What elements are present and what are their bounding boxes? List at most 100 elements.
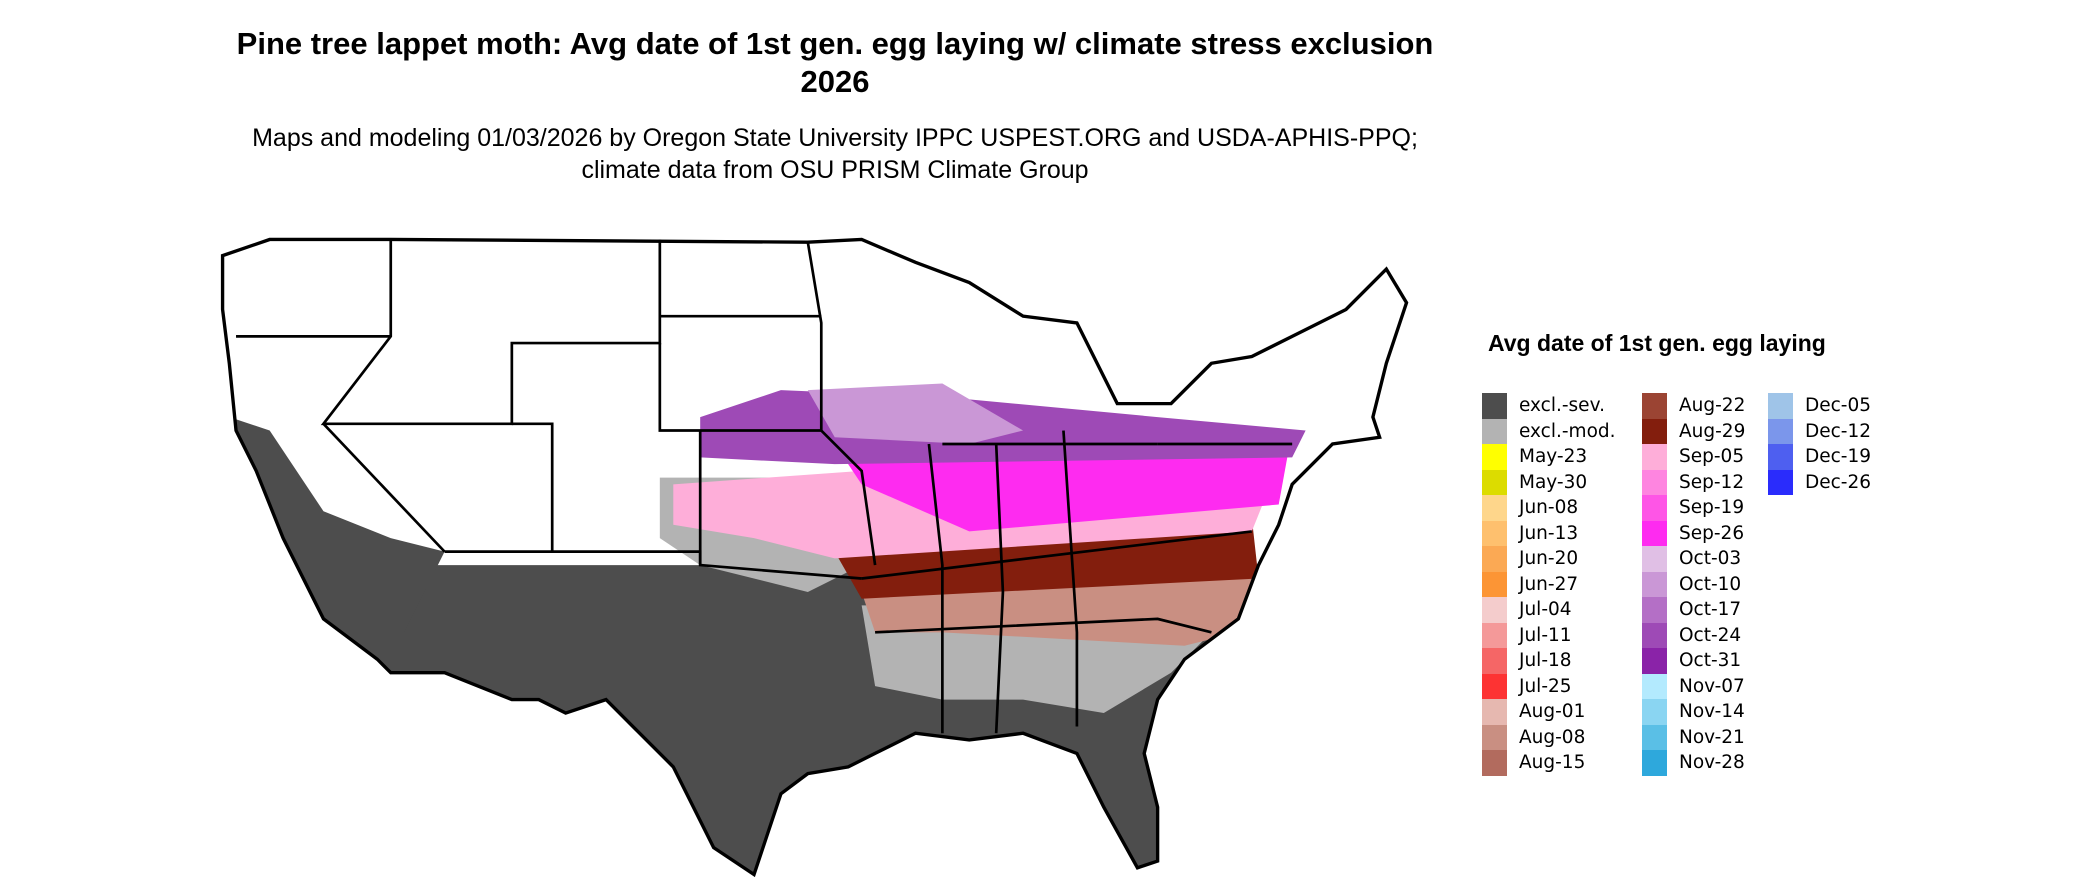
legend-item: Jun-08 bbox=[1482, 495, 1616, 521]
legend-item: Aug-15 bbox=[1482, 750, 1616, 776]
legend-item: excl.-sev. bbox=[1482, 393, 1616, 419]
legend-swatch bbox=[1482, 673, 1507, 699]
legend-swatch bbox=[1642, 622, 1667, 648]
legend-label: Sep-26 bbox=[1679, 522, 1745, 544]
legend-item: Dec-26 bbox=[1768, 469, 1872, 495]
legend-label: Aug-29 bbox=[1679, 420, 1746, 442]
legend-label: Sep-12 bbox=[1679, 471, 1745, 493]
legend-column: excl.-sev. excl.-mod. May-23 May-30 Jun-08 Ju… bbox=[1482, 393, 1616, 776]
legend-swatch bbox=[1482, 724, 1507, 750]
legend-label: Aug-01 bbox=[1519, 701, 1586, 723]
legend-swatch bbox=[1482, 750, 1507, 776]
legend-item: Nov-14 bbox=[1642, 699, 1745, 725]
legend-swatch bbox=[1642, 520, 1667, 546]
legend-item: May-23 bbox=[1482, 444, 1616, 470]
legend-label: Oct-03 bbox=[1679, 548, 1742, 570]
legend-swatch bbox=[1482, 546, 1507, 572]
legend-label: Aug-22 bbox=[1679, 395, 1746, 417]
legend-item: Jun-13 bbox=[1482, 520, 1616, 546]
legend-label: Dec-19 bbox=[1805, 446, 1872, 468]
legend-item: excl.-mod. bbox=[1482, 418, 1616, 444]
legend-item: Sep-12 bbox=[1642, 469, 1745, 495]
legend-label: Jul-25 bbox=[1519, 675, 1572, 697]
legend-item: Dec-12 bbox=[1768, 418, 1872, 444]
region-aug-29 bbox=[834, 517, 1259, 599]
legend-label: Sep-05 bbox=[1679, 446, 1745, 468]
legend-item: Dec-05 bbox=[1768, 393, 1871, 419]
legend-item: Jun-20 bbox=[1482, 546, 1616, 572]
legend-item: Oct-31 bbox=[1642, 648, 1745, 674]
legend-swatch bbox=[1642, 648, 1667, 674]
legend-swatch bbox=[1642, 750, 1667, 776]
legend-label: Aug-15 bbox=[1519, 752, 1586, 774]
legend-swatch bbox=[1642, 597, 1667, 623]
legend-label: Aug-08 bbox=[1519, 726, 1586, 748]
legend-label: May-23 bbox=[1519, 446, 1588, 468]
legend-item: Nov-28 bbox=[1642, 750, 1745, 776]
legend-item: Oct-03 bbox=[1642, 546, 1745, 572]
legend-label: Jul-18 bbox=[1519, 650, 1572, 672]
legend-label: Oct-17 bbox=[1679, 599, 1742, 621]
legend-label: Nov-28 bbox=[1679, 752, 1745, 774]
legend-label: Jul-04 bbox=[1519, 599, 1572, 621]
legend-label: Nov-14 bbox=[1679, 701, 1745, 723]
legend-label: Oct-10 bbox=[1679, 573, 1742, 595]
legend-label: Oct-24 bbox=[1679, 624, 1742, 646]
legend-swatch bbox=[1482, 444, 1507, 470]
region-oct-03 bbox=[807, 383, 1024, 444]
legend-swatch bbox=[1482, 699, 1507, 725]
legend-swatch bbox=[1482, 622, 1507, 648]
legend-swatch bbox=[1642, 418, 1667, 444]
legend-swatch bbox=[1642, 571, 1667, 597]
legend-swatch bbox=[1768, 469, 1793, 495]
legend-swatch bbox=[1482, 418, 1507, 444]
legend-label: May-30 bbox=[1519, 471, 1588, 493]
map-subtitle: Maps and modeling 01/03/2026 by Oregon S… bbox=[252, 124, 1418, 184]
legend-column: Aug-22 Aug-29 Sep-05 Sep-12 Sep-19 Sep-26 Oct-… bbox=[1642, 393, 1745, 776]
legend-swatch bbox=[1768, 393, 1793, 419]
legend-label: Jul-11 bbox=[1519, 624, 1572, 646]
map-title: Pine tree lappet moth: Avg date of 1st g… bbox=[236, 26, 1434, 99]
legend-label: Sep-19 bbox=[1679, 497, 1745, 519]
legend-item: Sep-05 bbox=[1642, 444, 1745, 470]
region-sep-05 bbox=[673, 470, 1266, 559]
legend-swatch bbox=[1482, 393, 1507, 419]
legend-label: Dec-05 bbox=[1805, 395, 1872, 417]
legend-swatch bbox=[1768, 418, 1793, 444]
legend-swatch bbox=[1482, 648, 1507, 674]
legend-item: Nov-07 bbox=[1642, 673, 1745, 699]
legend-item: Jul-25 bbox=[1482, 673, 1616, 699]
legend-swatch bbox=[1642, 469, 1667, 495]
legend-swatch bbox=[1768, 444, 1793, 470]
legend-item: Aug-22 bbox=[1642, 393, 1745, 419]
legend-label: Dec-12 bbox=[1805, 420, 1872, 442]
legend-label: Jun-13 bbox=[1519, 522, 1579, 544]
legend-item: Oct-24 bbox=[1642, 622, 1745, 648]
legend-label: Dec-26 bbox=[1805, 471, 1872, 493]
legend-label: Jun-27 bbox=[1519, 573, 1579, 595]
legend-label: Nov-07 bbox=[1679, 675, 1745, 697]
legend-item: Jul-04 bbox=[1482, 597, 1616, 623]
legend-swatch bbox=[1482, 469, 1507, 495]
legend-swatch bbox=[1642, 495, 1667, 521]
legend-item: Jul-18 bbox=[1482, 648, 1616, 674]
legend-item: Jul-11 bbox=[1482, 622, 1616, 648]
legend-item: May-30 bbox=[1482, 469, 1616, 495]
legend-item: Oct-10 bbox=[1642, 571, 1745, 597]
legend-swatch bbox=[1642, 444, 1667, 470]
legend-swatch bbox=[1482, 597, 1507, 623]
legend-swatch bbox=[1642, 699, 1667, 725]
legend-swatch bbox=[1482, 571, 1507, 597]
legend-item: Aug-01 bbox=[1482, 699, 1616, 725]
legend-item: Oct-17 bbox=[1642, 597, 1745, 623]
legend-label: Jun-08 bbox=[1519, 497, 1579, 519]
legend-label: Jun-20 bbox=[1519, 548, 1579, 570]
legend-item: Sep-19 bbox=[1642, 495, 1745, 521]
legend-label: excl.-sev. bbox=[1519, 395, 1605, 417]
legend-item: Sep-26 bbox=[1642, 520, 1745, 546]
legend-item: Jun-27 bbox=[1482, 571, 1616, 597]
state-boundaries bbox=[236, 239, 1293, 734]
legend-swatch bbox=[1482, 495, 1507, 521]
